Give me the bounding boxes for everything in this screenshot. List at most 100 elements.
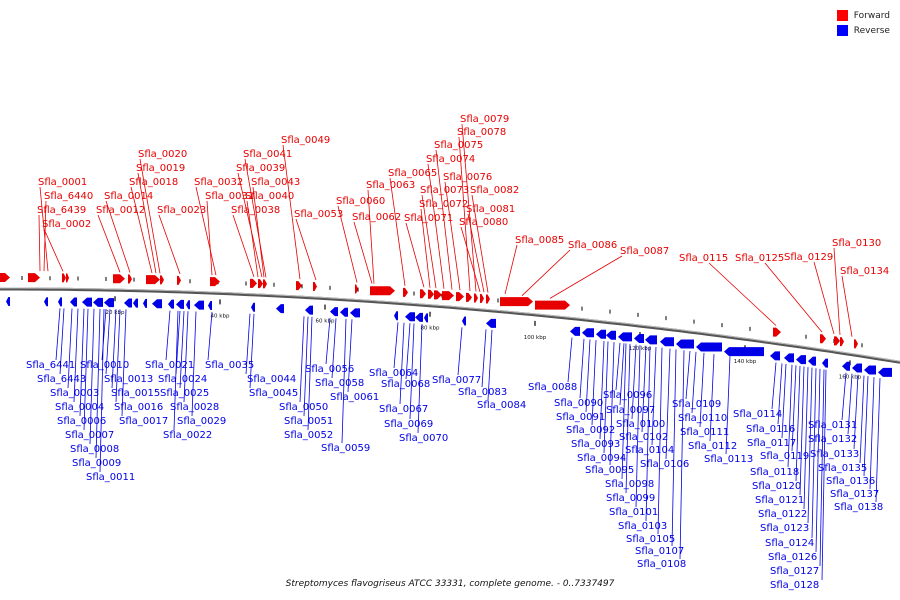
tick-label: 80 kbp (421, 326, 440, 332)
reverse-gene-arrow (570, 326, 580, 336)
forward-gene-arrow (258, 279, 263, 289)
forward-label-leader (405, 222, 425, 288)
forward-label-leader (504, 244, 518, 295)
forward-gene-label: Sfla_6440 (44, 191, 93, 202)
reverse-gene-arrow (634, 333, 644, 343)
forward-gene-label: Sfla_0043 (251, 177, 300, 188)
reverse-label-leader (777, 363, 783, 425)
reverse-label-leader (787, 364, 793, 468)
reverse-gene-label: Sfla_0102 (619, 432, 668, 443)
forward-label-leader (521, 249, 571, 296)
reverse-label-leader (671, 349, 677, 547)
reverse-gene-label: Sfla_0095 (585, 465, 634, 476)
reverse-label-leader (105, 309, 111, 375)
reverse-gene-arrow (143, 298, 147, 308)
reverse-gene-arrow (424, 313, 428, 323)
forward-label-leader (158, 214, 181, 275)
reverse-gene-arrow (168, 299, 174, 309)
forward-label-leader (295, 218, 317, 281)
reverse-label-leader (709, 354, 715, 442)
reverse-gene-label: Sfla_0118 (750, 467, 799, 478)
reverse-gene-arrow (696, 342, 722, 352)
forward-label-leader (833, 247, 841, 335)
reverse-label-leader (417, 324, 423, 434)
forward-gene-label: Sfla_0087 (620, 246, 669, 257)
reverse-gene-label: Sfla_0029 (177, 416, 226, 427)
reverse-label-leader (409, 323, 415, 420)
reverse-gene-label: Sfla_0084 (477, 400, 526, 411)
reverse-label-leader (859, 375, 865, 464)
forward-gene-arrow (486, 294, 490, 304)
forward-label-leader (105, 200, 131, 273)
reverse-label-leader (101, 308, 107, 361)
forward-gene-arrow (466, 292, 472, 302)
reverse-label-leader (841, 372, 847, 421)
forward-label-leader (206, 200, 213, 276)
forward-gene-arrow (66, 273, 69, 283)
reverse-label-leader (635, 345, 641, 508)
forward-gene-arrow (355, 284, 358, 294)
reverse-label-leader (811, 368, 817, 539)
forward-gene-arrow (263, 279, 267, 289)
reverse-label-leader (699, 352, 705, 428)
reverse-label-leader (191, 311, 197, 417)
tick-label: 140 kbp (734, 359, 757, 365)
reverse-gene-label: Sfla_0061 (330, 392, 379, 403)
reverse-gene-label: Sfla_6443 (37, 374, 86, 385)
forward-label-leader (130, 186, 153, 274)
reverse-gene-label: Sfla_0100 (616, 419, 665, 430)
forward-label-leader (139, 158, 161, 274)
tick-label: 20 kbp (106, 310, 125, 316)
genome-backbone-highlight (0, 287, 900, 362)
forward-label-leader (252, 186, 265, 278)
reverse-label-leader (847, 373, 853, 435)
reverse-gene-arrow (784, 353, 794, 363)
reverse-gene-arrow (70, 297, 77, 307)
reverse-gene-label: Sfla_0083 (458, 387, 507, 398)
reverse-label-leader (799, 366, 805, 496)
reverse-gene-arrow (6, 297, 10, 307)
reverse-gene-label: Sfla_0009 (72, 458, 121, 469)
reverse-label-leader (487, 329, 493, 401)
reverse-label-leader (725, 356, 731, 455)
forward-gene-label: Sfla_0040 (245, 191, 294, 202)
reverse-gene-arrow (618, 332, 632, 342)
reverse-label-leader (685, 351, 691, 400)
reverse-gene-arrow (133, 298, 138, 308)
reverse-gene-arrow (878, 367, 892, 377)
reverse-gene-label: Sfla_0044 (247, 374, 296, 385)
forward-gene-arrow (62, 273, 66, 283)
reverse-gene-label: Sfla_0059 (321, 443, 370, 454)
reverse-gene-arrow (152, 299, 162, 309)
forward-gene-label: Sfla_0041 (243, 149, 292, 160)
reverse-gene-arrow (194, 300, 204, 310)
forward-gene-arrow (840, 337, 844, 347)
forward-gene-arrow (0, 273, 10, 283)
reverse-label-leader (853, 374, 859, 450)
forward-gene-arrow (456, 292, 464, 302)
reverse-label-leader (791, 365, 797, 452)
forward-label-leader (471, 194, 489, 293)
reverse-label-leader (815, 368, 821, 553)
reverse-gene-label: Sfla_0099 (606, 493, 655, 504)
reverse-label-leader (625, 343, 631, 494)
legend-forward-label: Forward (853, 10, 890, 21)
reverse-gene-label: Sfla_0117 (747, 438, 796, 449)
reverse-gene-arrow (415, 312, 423, 322)
forward-gene-label: Sfla_0032 (194, 177, 243, 188)
reverse-gene-label: Sfla_0050 (279, 402, 328, 413)
forward-label-leader (232, 214, 255, 277)
reverse-gene-label: Sfla_0069 (384, 419, 433, 430)
forward-gene-label: Sfla_0049 (281, 135, 330, 146)
reverse-gene-arrow (822, 358, 828, 368)
reverse-gene-label: Sfla_0110 (678, 413, 727, 424)
reverse-gene-label: Sfla_0097 (606, 405, 655, 416)
reverse-gene-arrow (724, 347, 764, 357)
reverse-label-leader (299, 316, 305, 403)
forward-gene-label: Sfla_0014 (104, 191, 153, 202)
reverse-gene-arrow (486, 318, 496, 328)
forward-gene-label: Sfla_0134 (840, 266, 889, 277)
forward-gene-arrow (834, 336, 840, 346)
reverse-label-leader (599, 340, 605, 440)
reverse-gene-label: Sfla_0133 (810, 449, 859, 460)
